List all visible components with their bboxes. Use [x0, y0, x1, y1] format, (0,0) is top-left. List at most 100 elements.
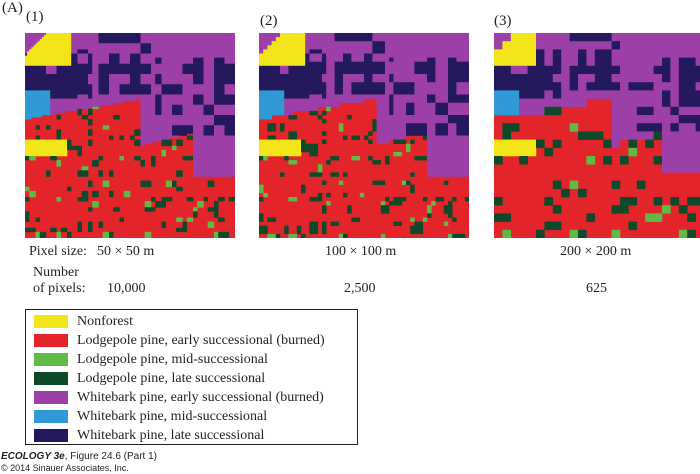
map-cell-lodgepole-late	[81, 115, 85, 118]
map-cell-whitebark-early	[228, 104, 232, 108]
map-cell-whitebark-early	[165, 96, 169, 99]
map-cell-whitebark-late	[218, 90, 221, 93]
map-cell-whitebark-early	[161, 53, 164, 56]
map-cell-whitebark-late	[88, 86, 91, 89]
map-cell-whitebark-early	[121, 61, 124, 65]
map-cell-whitebark-early	[188, 90, 192, 93]
map-cell-whitebark-late	[157, 94, 160, 97]
map-cell-whitebark-early	[167, 125, 171, 128]
map-cell-whitebark-early	[140, 94, 143, 97]
map-cell-whitebark-late	[52, 92, 55, 95]
map-cell-whitebark-mid	[35, 106, 38, 110]
map-cell-whitebark-early	[67, 100, 70, 103]
map-cell-whitebark-early	[140, 55, 143, 58]
map-cell-whitebark-late	[39, 88, 43, 91]
map-cell-whitebark-late	[27, 84, 30, 87]
map-cell-whitebark-late	[174, 125, 177, 128]
map-cell-whitebark-late	[123, 69, 127, 73]
map-cell-lodgepole-late	[79, 145, 82, 149]
map-cell-whitebark-late	[90, 69, 93, 73]
map-cell-whitebark-early	[100, 57, 103, 60]
map-cell-nonforest	[56, 151, 59, 155]
map-cell-whitebark-early	[111, 92, 114, 95]
map-cell-whitebark-early	[169, 71, 173, 75]
map-cell-whitebark-mid	[33, 108, 36, 112]
map-cell-whitebark-mid	[48, 96, 51, 99]
map-cell-nonforest	[37, 49, 40, 52]
map-cell-whitebark-late	[180, 127, 183, 130]
map-cell-whitebark-early	[161, 94, 164, 97]
map-cell-whitebark-early	[180, 37, 183, 40]
map-cell-whitebark-early	[94, 86, 97, 89]
map-cell-whitebark-early	[205, 71, 208, 75]
map-cell-whitebark-late	[184, 65, 187, 69]
map-cell-nonforest	[33, 49, 36, 52]
map-cell-whitebark-early	[56, 100, 59, 103]
map-cell-whitebark-early	[218, 33, 221, 36]
map-cell-whitebark-late	[136, 88, 139, 91]
map-cell-whitebark-early	[201, 115, 204, 118]
map-cell-whitebark-late	[134, 53, 137, 56]
map-cell-whitebark-late	[186, 69, 190, 73]
map-cell-whitebark-early	[140, 117, 143, 120]
map-cell-whitebark-early	[188, 115, 192, 118]
map-cell-whitebark-early	[48, 65, 51, 69]
map-cell-whitebark-early	[142, 61, 145, 65]
map-cell-whitebark-early	[117, 84, 120, 87]
map-cell-nonforest	[60, 61, 64, 65]
map-cell-whitebark-early	[71, 33, 74, 36]
map-cell-whitebark-early	[207, 63, 211, 67]
map-cell-whitebark-early	[174, 65, 177, 69]
map-cell-whitebark-late	[60, 71, 64, 75]
map-cell-whitebark-early	[144, 117, 148, 120]
map-cell-nonforest	[69, 39, 72, 42]
map-cell-whitebark-early	[94, 37, 97, 40]
map-cell-whitebark-early	[205, 121, 208, 124]
map-cell-whitebark-early	[153, 84, 156, 87]
map-cell-whitebark-late	[142, 90, 145, 93]
map-cell-whitebark-early	[169, 104, 173, 108]
map-cell-whitebark-early	[190, 102, 194, 106]
map-cell-whitebark-late	[64, 80, 68, 83]
map-cell-whitebark-early	[228, 158, 232, 161]
map-cell-whitebark-late	[230, 71, 234, 75]
map-cell-whitebark-early	[83, 41, 87, 44]
map-cell-whitebark-early	[35, 35, 38, 38]
map-cell-whitebark-early	[193, 41, 196, 44]
map-cell-whitebark-early	[153, 37, 156, 40]
map-cell-whitebark-early	[151, 61, 154, 65]
map-cell-whitebark-early	[148, 108, 152, 112]
map-cell-whitebark-late	[209, 131, 213, 134]
map-cell-whitebark-early	[184, 45, 187, 48]
map-cell-whitebark-early	[178, 49, 181, 52]
map-cell-whitebark-late	[88, 90, 91, 93]
map-cell-whitebark-late	[39, 78, 43, 81]
map-cell-whitebark-late	[140, 90, 143, 93]
map-cell-whitebark-early	[201, 51, 204, 54]
map-cell-whitebark-mid	[41, 112, 45, 116]
map-cell-whitebark-late	[228, 65, 232, 69]
map-cell-whitebark-early	[193, 104, 196, 108]
map-cell-whitebark-early	[64, 108, 68, 112]
map-cell-whitebark-early	[146, 108, 150, 112]
map-cell-whitebark-late	[220, 65, 223, 69]
map-cell-whitebark-early	[92, 88, 95, 91]
map-cell-whitebark-early	[33, 41, 36, 44]
map-cell-nonforest	[29, 61, 32, 65]
map-cell-whitebark-early	[92, 35, 95, 38]
map-cell-whitebark-early	[186, 80, 190, 83]
map-cell-whitebark-early	[54, 102, 57, 106]
map-cell-nonforest	[67, 53, 70, 56]
map-cell-whitebark-early	[77, 41, 80, 44]
map-cell-whitebark-early	[182, 84, 185, 87]
map-cell-whitebark-late	[125, 39, 129, 42]
map-cell-whitebark-early	[180, 119, 183, 122]
map-cell-whitebark-early	[94, 67, 97, 71]
map-cell-whitebark-early	[230, 51, 234, 54]
map-cell-whitebark-early	[186, 33, 190, 36]
map-cell-whitebark-late	[132, 74, 135, 77]
map-cell-whitebark-early	[201, 158, 204, 161]
map-cell-whitebark-late	[71, 78, 74, 81]
map-cell-whitebark-late	[172, 108, 175, 112]
map-cell-whitebark-early	[184, 80, 187, 83]
